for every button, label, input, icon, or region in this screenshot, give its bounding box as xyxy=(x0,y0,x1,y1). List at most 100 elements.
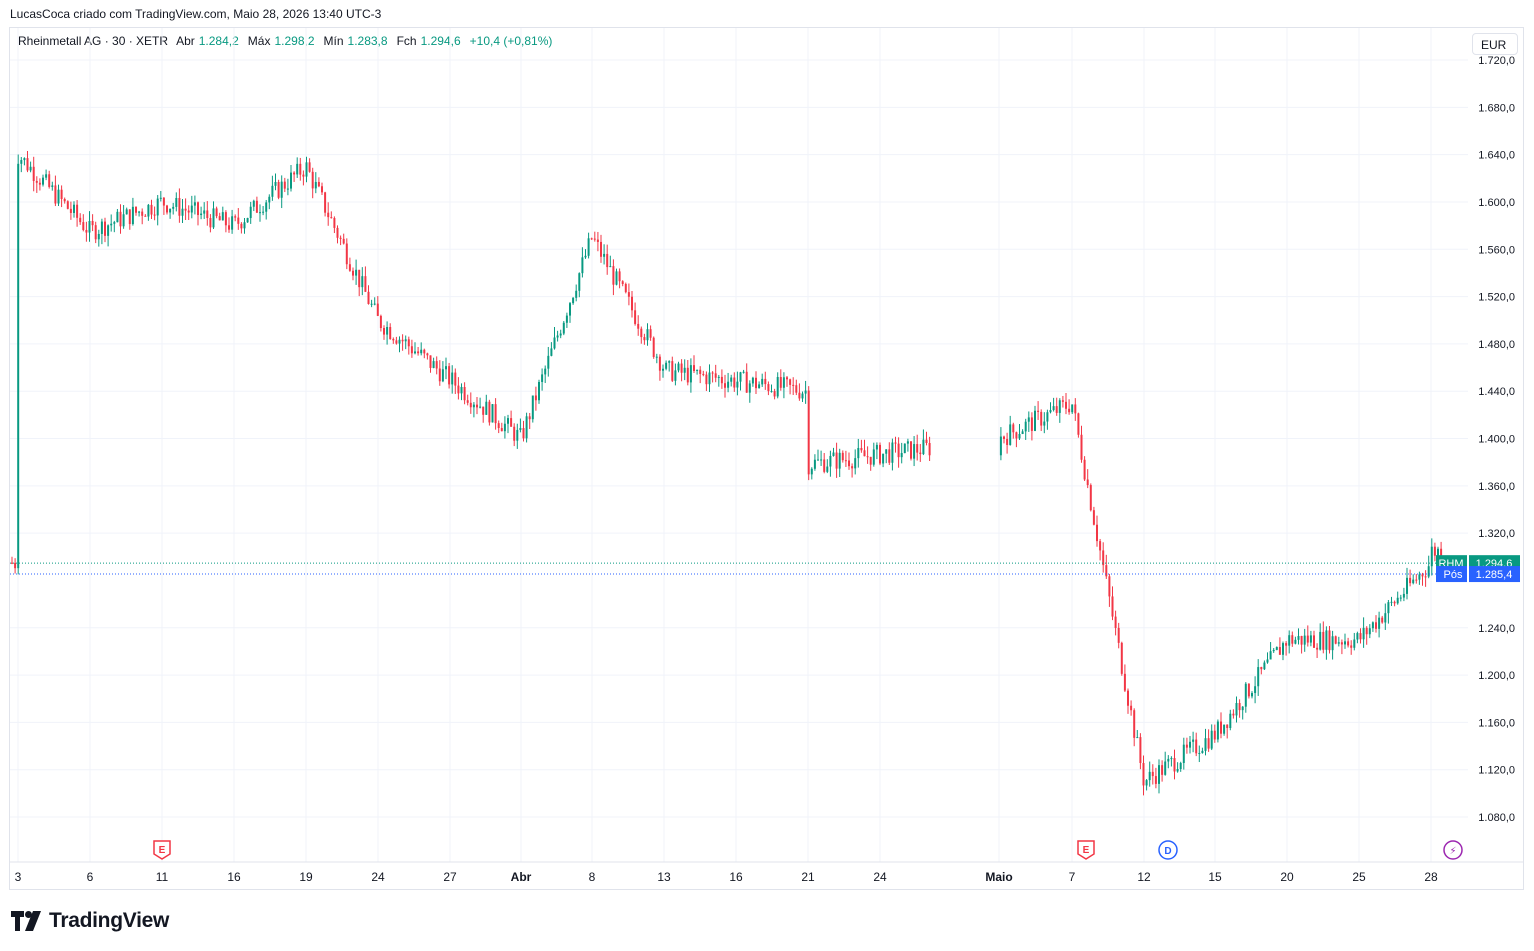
x-tick-label: 12 xyxy=(1137,870,1151,884)
candle-body xyxy=(609,266,612,268)
low-label: Mín xyxy=(323,34,344,48)
candle-body xyxy=(624,283,627,293)
candle-body xyxy=(804,390,807,394)
x-tick-label: Maio xyxy=(985,870,1012,884)
candle-body xyxy=(376,303,379,316)
x-tick-label: 27 xyxy=(443,870,457,884)
candle-body xyxy=(1055,406,1058,413)
candle-body xyxy=(386,327,389,335)
y-tick-label: 1.480,0 xyxy=(1478,339,1515,351)
candle-body xyxy=(578,273,581,291)
candle-body xyxy=(1247,683,1250,697)
candle-body xyxy=(677,363,680,371)
candle-body xyxy=(224,212,227,226)
candle-body xyxy=(603,253,606,257)
candle-body xyxy=(321,186,323,193)
candle-body xyxy=(1278,647,1281,655)
grid-lines xyxy=(10,28,1468,862)
candle-body xyxy=(817,459,819,461)
candle-body xyxy=(550,348,553,356)
candle-body xyxy=(150,204,153,215)
candle-body xyxy=(482,406,485,415)
candle-body xyxy=(1340,642,1343,645)
currency-button[interactable]: EUR xyxy=(1472,33,1518,55)
candle-body xyxy=(128,209,131,225)
candle-body xyxy=(1024,421,1027,432)
candle-body xyxy=(451,372,454,385)
candle-body xyxy=(231,216,234,230)
candle-body xyxy=(807,390,810,475)
candle-body xyxy=(1040,411,1043,426)
candle-body xyxy=(187,210,190,213)
candle-body xyxy=(147,204,150,217)
candle-body xyxy=(559,333,562,336)
candle-body xyxy=(761,378,764,385)
candle-body xyxy=(1226,724,1229,729)
candle-body xyxy=(786,377,788,380)
candle-body xyxy=(720,376,723,384)
candle-body xyxy=(1083,459,1086,480)
position-price-value: 1.285,4 xyxy=(1476,569,1513,581)
candle-body xyxy=(593,238,596,240)
candle-body xyxy=(370,303,373,305)
candle-body xyxy=(1309,635,1312,643)
candle-body xyxy=(1065,401,1067,409)
candle-body xyxy=(435,361,438,369)
candle-body xyxy=(1077,413,1080,435)
candle-body xyxy=(1052,406,1055,411)
candle-body xyxy=(330,217,333,219)
candle-body xyxy=(668,361,671,363)
candle-body xyxy=(903,443,906,454)
candle-body xyxy=(823,459,826,472)
candle-body xyxy=(48,174,51,187)
candle-body xyxy=(172,206,175,209)
candle-body xyxy=(510,418,513,427)
candle-body xyxy=(175,197,178,207)
candle-body xyxy=(1068,408,1071,413)
x-tick-label: 28 xyxy=(1424,870,1438,884)
candle-body xyxy=(159,197,162,199)
candle-body xyxy=(767,384,770,392)
position-badge[interactable] xyxy=(1436,566,1467,583)
candle-body xyxy=(612,266,615,285)
candle-body xyxy=(1396,597,1399,604)
x-tick-label: 7 xyxy=(1069,870,1076,884)
candle-body xyxy=(1223,724,1226,734)
candle-body xyxy=(218,216,221,221)
candle-body xyxy=(733,377,736,388)
candle-body xyxy=(1421,574,1424,577)
candle-body xyxy=(662,368,664,371)
candle-body xyxy=(627,292,630,297)
candle-body xyxy=(383,328,385,335)
candle-body xyxy=(739,372,742,382)
candle-body xyxy=(844,460,847,462)
candle-body xyxy=(835,452,838,469)
candles xyxy=(11,150,1446,796)
candle-body xyxy=(479,406,482,408)
candle-body xyxy=(113,222,116,224)
candle-body xyxy=(1058,400,1061,413)
candle-body xyxy=(1337,642,1340,644)
candle-body xyxy=(73,204,75,213)
earnings-icon[interactable] xyxy=(1077,840,1095,860)
split-icon[interactable] xyxy=(1443,840,1463,860)
candle-body xyxy=(590,238,593,240)
candle-body xyxy=(1334,636,1337,644)
candle-body xyxy=(1390,601,1393,603)
candle-body xyxy=(1030,417,1033,431)
candle-body xyxy=(919,452,922,455)
candle-body xyxy=(1399,597,1402,599)
candle-body xyxy=(1291,635,1294,644)
candle-body xyxy=(395,340,398,344)
candle-body xyxy=(1328,630,1331,651)
candle-body xyxy=(1133,710,1136,738)
dividend-icon[interactable] xyxy=(1158,840,1178,860)
earnings-icon[interactable] xyxy=(153,840,171,860)
candle-body xyxy=(1012,424,1015,433)
candle-body xyxy=(141,211,144,216)
y-tick-label: 1.200,0 xyxy=(1478,670,1515,682)
candle-body xyxy=(336,227,339,238)
candle-body xyxy=(1127,690,1129,706)
